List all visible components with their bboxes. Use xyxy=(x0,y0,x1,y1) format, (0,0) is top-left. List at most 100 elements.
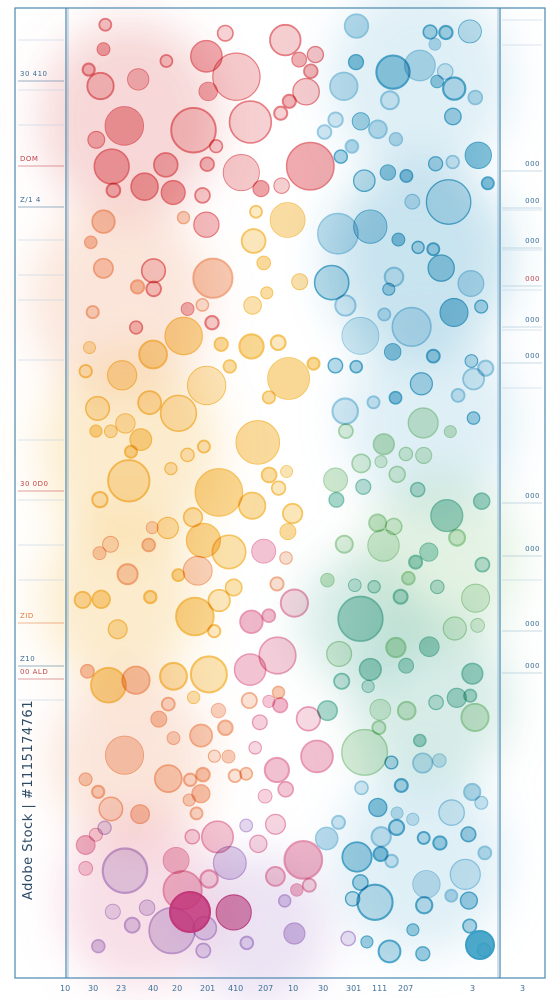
right-annotation: 000 xyxy=(525,316,540,324)
bubble xyxy=(333,149,349,164)
bubble xyxy=(75,835,96,855)
bubble xyxy=(461,583,491,613)
bubble xyxy=(442,616,467,641)
bubble xyxy=(331,397,359,425)
bubble xyxy=(379,164,397,181)
bubble xyxy=(240,692,258,709)
bubble xyxy=(143,589,158,605)
bubble xyxy=(258,636,297,675)
bubble xyxy=(195,766,211,783)
bubble xyxy=(204,315,220,331)
bubble xyxy=(462,918,478,934)
bubble xyxy=(334,294,357,317)
right-annotation: 000 xyxy=(525,237,540,245)
bubble xyxy=(406,923,420,937)
bubble xyxy=(446,687,467,709)
bubble xyxy=(372,433,395,456)
bubble xyxy=(189,806,204,821)
bubble xyxy=(354,780,369,796)
bubble xyxy=(239,935,255,951)
bubble xyxy=(443,425,457,439)
bubble xyxy=(334,534,354,554)
bubble xyxy=(81,62,96,77)
bubble xyxy=(341,728,389,776)
bubble xyxy=(224,578,243,597)
bubble xyxy=(141,537,156,553)
bubble xyxy=(444,107,462,126)
right-annotation: 000 xyxy=(525,620,540,628)
bubble xyxy=(327,357,344,374)
bubble xyxy=(374,455,388,469)
bottom-scale-label: 3 xyxy=(520,984,526,993)
bubble xyxy=(103,424,118,439)
bubble xyxy=(460,702,490,732)
bubble xyxy=(398,446,414,462)
right-annotation: 000 xyxy=(525,160,540,168)
bubble xyxy=(338,423,354,439)
bubble xyxy=(106,360,138,391)
bubble xyxy=(272,697,289,714)
bubble xyxy=(267,357,311,400)
bubble xyxy=(189,655,228,694)
bubble xyxy=(390,806,404,820)
bubble xyxy=(171,568,186,582)
bubble xyxy=(137,390,162,415)
right-annotation: 000 xyxy=(525,662,540,670)
bubble xyxy=(215,894,252,931)
bubble xyxy=(182,555,213,586)
bubble xyxy=(186,690,201,705)
bubble xyxy=(260,286,274,300)
bubble xyxy=(341,316,380,355)
bubble xyxy=(341,841,373,873)
bottom-scale-label: 410 xyxy=(228,984,244,993)
bubble xyxy=(340,930,357,947)
bubble xyxy=(265,866,286,887)
bubble xyxy=(221,749,236,764)
bubble xyxy=(425,179,472,225)
bubble xyxy=(175,596,215,637)
bubble xyxy=(159,394,198,432)
right-annotation: 000 xyxy=(525,545,540,553)
bubble xyxy=(127,68,150,91)
stock-id-watermark: Adobe Stock | #1115174761 xyxy=(21,700,36,900)
bubble xyxy=(211,534,247,570)
bubble xyxy=(182,793,196,807)
bubble xyxy=(277,780,295,798)
bubble xyxy=(438,799,465,826)
left-annotation: Z/1 4 xyxy=(20,196,41,204)
bubble xyxy=(418,636,440,658)
bubble xyxy=(444,888,459,903)
bubble xyxy=(393,778,409,793)
bubble xyxy=(280,465,294,478)
bubble xyxy=(249,834,268,854)
bubble xyxy=(384,853,399,869)
bubble xyxy=(372,845,389,863)
bubble xyxy=(263,756,291,784)
bubble xyxy=(422,24,438,40)
bubble xyxy=(180,447,195,463)
bubble xyxy=(79,663,95,679)
bubble xyxy=(459,891,479,910)
bubble xyxy=(248,741,262,755)
bubble xyxy=(96,42,111,57)
left-annotation: ZID xyxy=(20,612,34,620)
bubble xyxy=(261,608,277,624)
bubble xyxy=(375,54,411,90)
bubble xyxy=(356,883,394,921)
bubble xyxy=(83,235,98,250)
bubble xyxy=(98,796,124,822)
bubble xyxy=(377,939,402,964)
bubble xyxy=(279,551,293,565)
bubble xyxy=(474,299,489,314)
bubble xyxy=(104,903,121,920)
left-annotation: 00 ALD xyxy=(20,668,49,676)
bubble xyxy=(369,698,392,721)
bubble xyxy=(164,461,178,476)
bubble xyxy=(89,424,103,438)
bubble xyxy=(91,784,106,799)
bubble xyxy=(186,365,227,406)
bubble xyxy=(306,45,325,64)
bottom-scale-label: 207 xyxy=(398,984,414,993)
bubble xyxy=(430,579,445,595)
bubble xyxy=(426,242,441,257)
